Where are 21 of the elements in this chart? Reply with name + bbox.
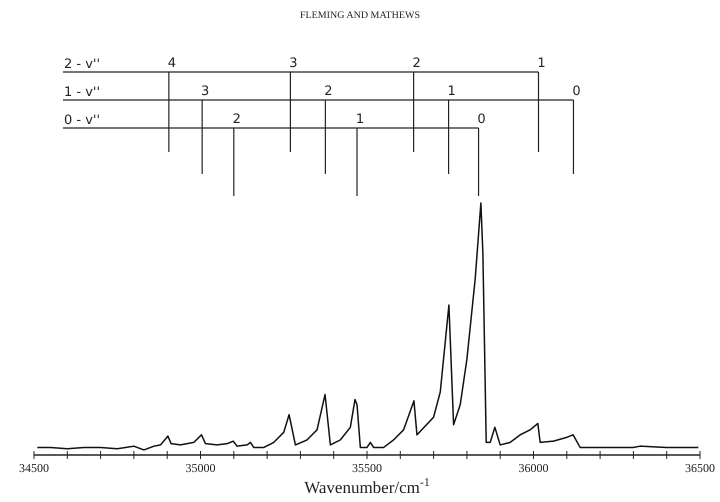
x-tick-label: 36500 xyxy=(685,461,715,475)
annotation: 4 xyxy=(168,56,176,71)
x-tick-label: 35500 xyxy=(352,461,382,475)
annotation: 2 xyxy=(324,84,333,99)
x-tick-label: 35000 xyxy=(186,461,216,475)
annotation: 1 xyxy=(447,84,456,99)
chart-title: FLEMING AND MATHEWS xyxy=(300,10,420,21)
x-tick-label: 36000 xyxy=(518,461,548,475)
annotation: 3 xyxy=(289,56,298,71)
annotation: 2 xyxy=(412,56,421,71)
annotation: 0 xyxy=(572,84,581,99)
annotation: 3 xyxy=(201,84,210,99)
text: 0 - v'' xyxy=(64,113,100,128)
x-tick-label: 34500 xyxy=(19,461,49,475)
annotation: 1 xyxy=(356,112,364,127)
annotation: 1 xyxy=(537,56,546,71)
text: 1 - v'' xyxy=(64,85,100,100)
annotation: 2 xyxy=(232,112,241,127)
text: 2 - v'' xyxy=(64,57,100,72)
annotation: 0 xyxy=(477,112,486,127)
x-axis-title: Wavenumber/cm$^{-1}$ xyxy=(304,475,430,497)
